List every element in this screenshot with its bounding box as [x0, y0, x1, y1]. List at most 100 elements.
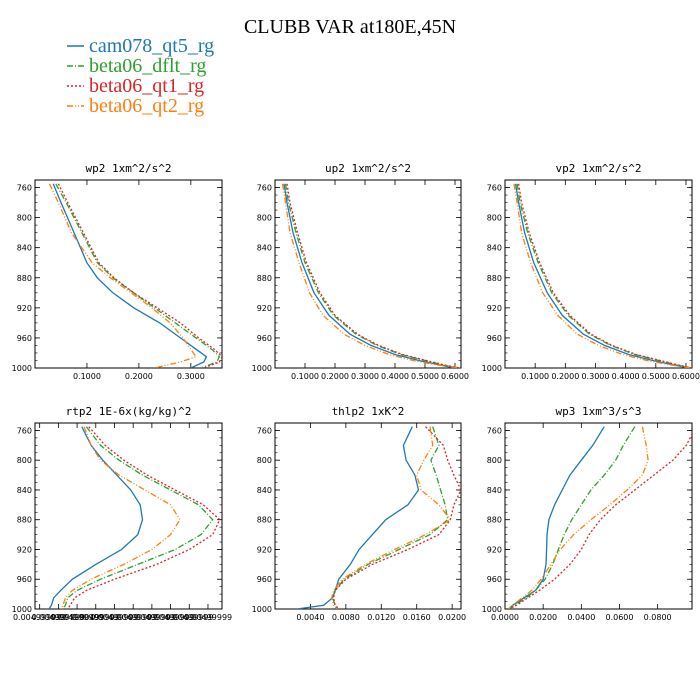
- panel-frame: [274, 179, 462, 369]
- series-line-beta06_qt2_rg: [281, 183, 461, 368]
- panel-title: wp2 1xm^2/s^2: [85, 162, 171, 175]
- series-line-beta06_qt2_rg: [331, 426, 452, 609]
- panel-3: vp2 1xm^2/s^2 760 800 840 880 920 960 1000 0.100…: [482, 162, 700, 381]
- y-tick-label: 840: [17, 486, 32, 495]
- series-line-cam078_qt5_rg: [297, 426, 420, 609]
- y-tick-label: 840: [257, 244, 272, 253]
- y-tick-label: 800: [487, 456, 502, 465]
- series-line-beta06_qt1_rg: [67, 426, 221, 609]
- x-tick-label: 0.004999999: [50, 613, 103, 622]
- y-tick-label: 1000: [12, 605, 32, 614]
- series-line-beta06_qt1_rg: [332, 426, 461, 609]
- panel-title: rtp2 1E-6x(kg/kg)^2: [66, 405, 192, 418]
- y-tick-label: 1000: [252, 364, 272, 373]
- panel-title: wp3 1xm^3/s^3: [555, 405, 641, 418]
- x-tick-label: 0.0600: [605, 613, 633, 622]
- y-tick-label: 1000: [482, 605, 502, 614]
- series-line-beta06_qt1_rg: [286, 183, 460, 368]
- y-tick-label: 800: [17, 214, 32, 223]
- x-tick-label: 0.0000: [491, 613, 519, 622]
- x-tick-label: 0.6000: [441, 372, 469, 381]
- series-line-beta06_dflt_rg: [508, 426, 636, 609]
- x-tick-label: 0.004999999: [13, 613, 66, 622]
- series-line-beta06_dflt_rg: [62, 426, 214, 609]
- x-tick-label: 0.3000: [581, 372, 609, 381]
- y-tick-label: 960: [487, 575, 502, 584]
- x-tick-label: 0.00499999: [109, 613, 157, 622]
- x-tick-label: 0.2000: [125, 372, 153, 381]
- y-tick-label: 960: [257, 334, 272, 343]
- x-tick-label: 0.6000: [672, 372, 700, 381]
- y-tick-label: 760: [487, 426, 502, 435]
- y-tick-label: 960: [17, 575, 32, 584]
- panel-6: wp3 1xm^3/s^3 760 800 840 880 920 960 10000.000…: [482, 405, 693, 622]
- x-tick-label: 0.2000: [321, 372, 349, 381]
- y-tick-label: 1000: [252, 605, 272, 614]
- y-tick-label: 920: [17, 545, 32, 554]
- x-tick-label: 0.00499999: [146, 613, 194, 622]
- x-tick-label: 0.0800: [644, 613, 672, 622]
- panel-frame: [504, 422, 693, 610]
- x-tick-label: 0.1000: [291, 372, 319, 381]
- x-tick-label: 0.0200: [438, 613, 466, 622]
- y-tick-label: 800: [257, 214, 272, 223]
- series-line-beta06_dflt_rg: [284, 183, 459, 368]
- y-tick-label: 880: [17, 516, 32, 525]
- x-tick-label: 0.4000: [612, 372, 640, 381]
- y-tick-label: 840: [17, 244, 32, 253]
- panels: wp2 1xm^2/s^2 760 800 840 880 920 960 1000 0.100…: [12, 162, 700, 622]
- series-line-beta06_qt1_rg: [508, 432, 692, 609]
- y-tick-label: 960: [257, 575, 272, 584]
- x-tick-label: 0.3000: [351, 372, 379, 381]
- legend-label-beta06_qt2_rg: beta06_qt2_rg: [89, 95, 204, 117]
- y-tick-label: 880: [17, 274, 32, 283]
- series-line-beta06_qt2_rg: [513, 183, 692, 368]
- y-tick-label: 1000: [12, 364, 32, 373]
- y-tick-label: 880: [487, 274, 502, 283]
- x-tick-label: 0.5000: [642, 372, 670, 381]
- panel-5: thlp2 1xK^2 760 800 840 880 920 960 1000 0.0040 0…: [252, 405, 467, 622]
- series-line-beta06_qt1_rg: [517, 183, 692, 368]
- panel-2: up2 1xm^2/s^2 760 800 840 880 920 960 1000 0.100…: [252, 162, 469, 381]
- panel-title: vp2 1xm^2/s^2: [555, 162, 641, 175]
- y-tick-label: 840: [487, 486, 502, 495]
- y-tick-label: 760: [487, 184, 502, 193]
- series-line-cam078_qt5_rg: [48, 426, 144, 609]
- x-tick-label: 0.1000: [73, 372, 101, 381]
- legend-label-beta06_dflt_rg: beta06_dflt_rg: [89, 55, 206, 77]
- y-tick-label: 920: [487, 545, 502, 554]
- x-tick-label: 0.0040: [296, 613, 324, 622]
- y-tick-label: 760: [257, 184, 272, 193]
- legend-label-beta06_qt1_rg: beta06_qt1_rg: [89, 75, 204, 97]
- legend: cam078_qt5_rgbeta06_dflt_rgbeta06_qt1_rg…: [67, 35, 214, 117]
- x-tick-label: 0.4000: [381, 372, 409, 381]
- panel-frame: [34, 179, 223, 369]
- y-tick-label: 760: [257, 426, 272, 435]
- y-tick-label: 880: [257, 274, 272, 283]
- figure-title: CLUBB VAR at180E,45N: [244, 16, 456, 38]
- series-line-cam078_qt5_rg: [508, 426, 605, 609]
- y-tick-label: 840: [257, 486, 272, 495]
- series-line-beta06_qt1_rg: [57, 183, 222, 368]
- x-tick-label: 0.00499999: [184, 613, 232, 622]
- y-tick-label: 920: [257, 304, 272, 313]
- y-tick-label: 920: [487, 304, 502, 313]
- x-tick-label: 0.00499999: [72, 613, 120, 622]
- x-tick-label: 0.0400: [567, 613, 595, 622]
- y-tick-label: 1000: [482, 364, 502, 373]
- y-tick-label: 920: [17, 304, 32, 313]
- x-tick-label: 0.00499999: [165, 613, 213, 622]
- y-tick-label: 880: [487, 516, 502, 525]
- x-tick-label: 0.004999999: [32, 613, 85, 622]
- x-tick-label: 0.00499999: [128, 613, 176, 622]
- y-tick-label: 960: [487, 334, 502, 343]
- y-tick-label: 920: [257, 545, 272, 554]
- legend-label-cam078_qt5_rg: cam078_qt5_rg: [89, 35, 214, 57]
- x-tick-label: 0.00499999: [90, 613, 138, 622]
- x-tick-label: 0.1000: [521, 372, 549, 381]
- x-tick-label: 0.3000: [177, 372, 205, 381]
- series-line-cam078_qt5_rg: [514, 183, 690, 368]
- x-tick-label: 0.5000: [411, 372, 439, 381]
- panel-title: thlp2 1xK^2: [332, 405, 405, 418]
